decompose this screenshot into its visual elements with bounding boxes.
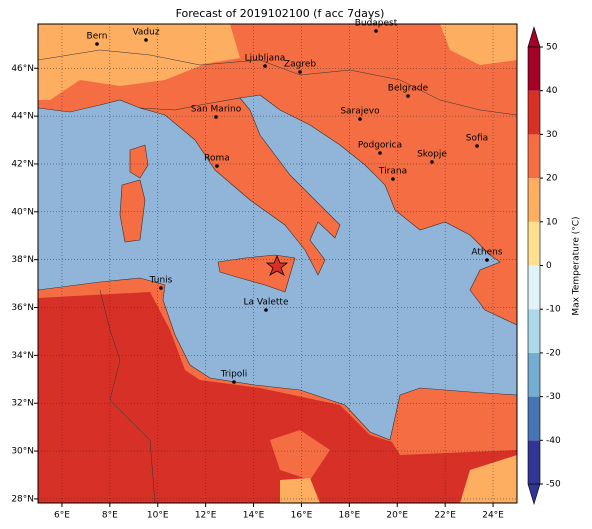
colorbar-tick-label: 30 [546, 130, 558, 140]
y-tick-label: 34°N [11, 351, 34, 361]
city-dot [406, 94, 410, 98]
city-dot [264, 308, 268, 312]
city-dot [214, 115, 218, 119]
colorbar-segment [528, 440, 540, 484]
colorbar-extend-bottom [527, 483, 541, 506]
y-tick-label: 42°N [11, 159, 34, 169]
x-tick-label: 20°E [386, 511, 408, 521]
city-label: Podgorica [358, 141, 402, 151]
city-label: Athens [471, 248, 502, 258]
city-dot [232, 380, 236, 384]
egypt-patch [460, 455, 517, 503]
colorbar-tick-label: 0 [546, 261, 552, 271]
x-tick-label: 14°E [243, 511, 265, 521]
city-dot [485, 258, 489, 262]
colorbar-label: Max Temperature (°C) [572, 216, 582, 315]
x-tick-label: 18°E [339, 511, 361, 521]
map [38, 24, 517, 503]
colorbar-tick-label: 20 [546, 174, 558, 184]
map-frame [37, 23, 518, 504]
y-tick-label: 36°N [11, 303, 34, 313]
colorbar-segment [528, 309, 540, 353]
city-label: Tirana [378, 167, 407, 177]
colorbar-segment [528, 352, 540, 397]
title: Forecast of 2019102100 (f acc 7days) [176, 7, 385, 20]
city-dot [378, 151, 382, 155]
city-label: Sarajevo [340, 107, 380, 117]
colorbar-tick-label: -40 [546, 436, 561, 446]
x-tick-label: 6°E [54, 511, 70, 521]
city-dot [475, 144, 479, 148]
city-label: Tripoli [220, 370, 248, 380]
colorbar-segment [528, 221, 540, 266]
colorbar-segment [528, 396, 540, 441]
x-tick-label: 8°E [102, 511, 118, 521]
y-tick-label: 40°N [11, 207, 34, 217]
x-tick-label: 24°E [482, 511, 504, 521]
colorbar-tick-label: -20 [546, 348, 561, 358]
city-label: San Marino [191, 105, 242, 115]
city-label: Budapest [355, 19, 398, 29]
africa-patch [270, 430, 330, 480]
city-dot [298, 70, 302, 74]
city-dot [263, 64, 267, 68]
colorbar-tick-label: -30 [546, 392, 561, 402]
corsica [129, 144, 149, 179]
colorbar-tick-label: -50 [546, 480, 561, 490]
city-dot [391, 177, 395, 181]
city-label: Skopje [417, 150, 447, 160]
x-tick-label: 22°E [434, 511, 456, 521]
x-tick-label: 16°E [291, 511, 313, 521]
city-dot [430, 160, 434, 164]
colorbar-extend-top [527, 25, 541, 48]
colorbar-segment [528, 134, 540, 179]
city-dot [144, 38, 148, 42]
y-tick-label: 44°N [11, 112, 34, 122]
y-tick-label: 28°N [11, 494, 34, 504]
city-label: Vaduz [132, 28, 159, 38]
city-dot [159, 286, 163, 290]
city-dot [358, 117, 362, 121]
colorbar-segment [528, 265, 540, 310]
colorbar-tick-label: 50 [546, 43, 558, 53]
city-label: Zagreb [284, 60, 316, 70]
city-dot [95, 42, 99, 46]
colorbar-segment [528, 47, 540, 91]
city-label: Tunis [149, 276, 173, 286]
alps-region [38, 24, 240, 100]
colorbar-tick-label: -10 [546, 305, 561, 315]
colorbar-tick-label: 10 [546, 217, 558, 227]
city-dot [374, 29, 378, 33]
x-tick-label: 10°E [147, 511, 169, 521]
city-label: La Valette [244, 298, 289, 308]
italy [139, 97, 341, 276]
colorbar-segment [528, 178, 540, 222]
y-tick-label: 32°N [11, 399, 34, 409]
city-dot [215, 164, 219, 168]
africa-patch-light [280, 478, 320, 503]
border [99, 289, 156, 503]
border [38, 49, 517, 116]
colorbar-segment [528, 90, 540, 135]
city-label: Belgrade [388, 84, 429, 94]
sardinia [119, 179, 146, 243]
city-label: Roma [204, 154, 230, 164]
y-tick-label: 30°N [11, 447, 34, 457]
east-patch [440, 24, 517, 65]
location-star [265, 254, 289, 276]
colorbar-tick-label: 40 [546, 86, 558, 96]
city-label: Ljubljana [245, 54, 286, 64]
x-tick-label: 12°E [195, 511, 217, 521]
y-tick-label: 46°N [11, 64, 34, 74]
city-label: Bern [87, 32, 108, 42]
city-label: Sofia [466, 134, 488, 144]
y-tick-label: 38°N [11, 255, 34, 265]
